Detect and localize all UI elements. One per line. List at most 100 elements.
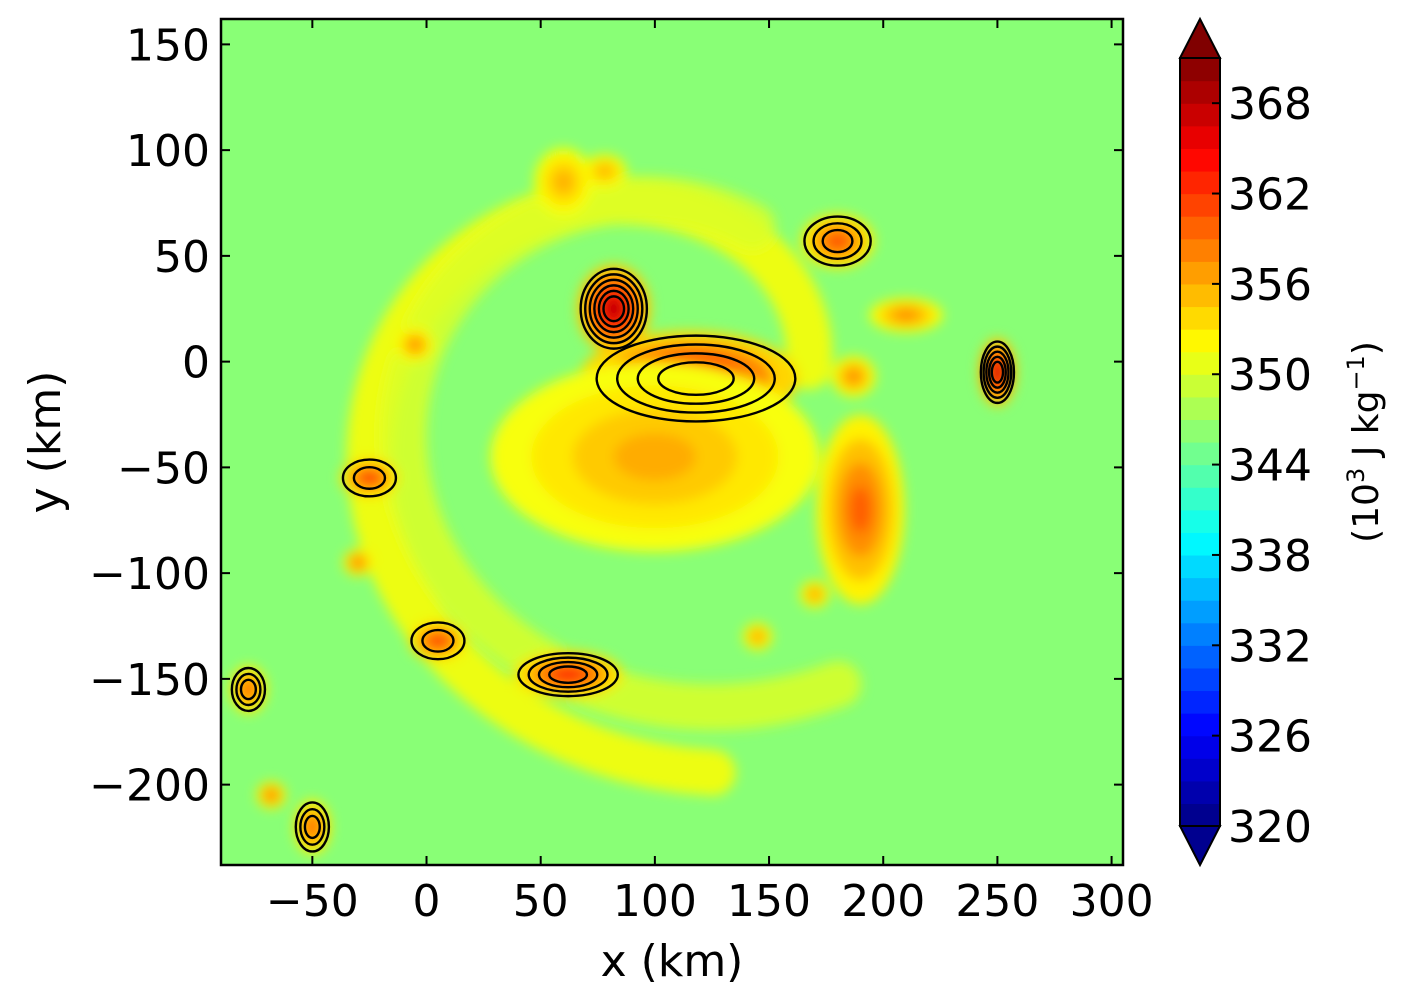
colorbar-band — [1180, 713, 1220, 737]
y-axis-ticks: 150 100 50 0 −50 −100 −150 −200 — [89, 20, 1123, 812]
colorbar-band — [1180, 329, 1220, 353]
colorbar-band — [1180, 690, 1220, 714]
colorbar-band — [1180, 464, 1220, 488]
colorbar-bands — [1180, 58, 1220, 827]
x-tick-label: −50 — [266, 876, 359, 927]
colorbar-band — [1180, 374, 1220, 398]
colorbar-band — [1180, 667, 1220, 692]
field-patch — [307, 820, 317, 834]
colorbar-band — [1180, 532, 1220, 556]
y-tick-label: −100 — [89, 549, 210, 600]
colorbar-band — [1180, 58, 1220, 82]
colorbar-band — [1180, 351, 1220, 375]
contour-line — [239, 678, 258, 701]
contour-line — [990, 360, 1005, 384]
field-patch — [828, 234, 847, 248]
colorbar-band — [1180, 758, 1220, 782]
contour-line — [584, 273, 644, 345]
colorbar-band — [1180, 419, 1220, 443]
y-tick-label: 100 — [126, 126, 210, 177]
field-patch — [753, 633, 762, 640]
x-axis-ticks: −50 0 50 100 150 200 250 300 — [266, 19, 1154, 927]
colorbar-band — [1180, 645, 1220, 669]
field-patch — [849, 485, 872, 534]
x-axis-label: x (km) — [601, 936, 744, 987]
y-tick-label: 0 — [182, 338, 210, 389]
colorbar-band — [1180, 487, 1220, 511]
contour-line — [595, 334, 797, 423]
field-patch — [243, 683, 253, 696]
colorbar-band — [1180, 600, 1220, 624]
contour-line — [597, 289, 630, 328]
colorbar-extend-bottom — [1178, 825, 1222, 868]
contour-line — [588, 278, 639, 339]
colorbar-tick-label: 338 — [1228, 531, 1312, 582]
colorbar-band — [1180, 442, 1220, 466]
plot-area — [221, 19, 1123, 865]
contour-line — [299, 807, 326, 846]
y-tick-label: 50 — [154, 232, 210, 283]
x-tick-label: 0 — [413, 876, 441, 927]
colorbar-tick-label: 362 — [1228, 170, 1312, 221]
colorbar-band — [1180, 554, 1220, 579]
field-patch — [556, 173, 571, 191]
contour-line — [410, 621, 466, 661]
field-patch — [554, 668, 582, 681]
contour-line — [593, 284, 635, 334]
contour-line — [579, 267, 649, 350]
colorbar-label-close: ) — [1346, 341, 1387, 355]
colorbar-tick-label: 344 — [1228, 441, 1312, 492]
contour-line — [982, 345, 1013, 399]
colorbar-extend-top — [1178, 16, 1222, 59]
field-patch — [604, 297, 623, 320]
colorbar-band — [1180, 735, 1220, 759]
contour-line — [294, 801, 331, 853]
y-tick-label: −150 — [89, 655, 210, 706]
contour-line — [235, 672, 262, 707]
colorbar-band — [1180, 283, 1220, 308]
contour-line — [821, 228, 854, 254]
colorbar-tick-label: 356 — [1228, 260, 1312, 311]
contour-line — [537, 660, 599, 689]
colorbar-ticks: 368 362 356 350 344 338 332 326 320 — [1212, 79, 1312, 853]
colorbar-band — [1180, 509, 1220, 533]
colorbar-tick-label: 332 — [1228, 621, 1312, 672]
colorbar-band — [1180, 306, 1220, 330]
colorbar-band — [1180, 622, 1220, 646]
field-patch — [430, 635, 446, 646]
contour-line — [341, 458, 398, 498]
field-patch — [354, 559, 362, 566]
colorbar-band — [1180, 193, 1220, 217]
colorbar-tick-label: 320 — [1228, 802, 1312, 853]
colorbar-label-exp: 3 — [1342, 468, 1370, 483]
contour-line — [636, 352, 756, 405]
field-patch — [410, 340, 420, 349]
colorbar-band — [1180, 261, 1220, 285]
field-patch — [992, 363, 1002, 381]
colorbar-tick-label: 350 — [1228, 350, 1312, 401]
colorbar-label: (103 J kg−1) — [1342, 341, 1387, 543]
colorbar-tick-label: 326 — [1228, 712, 1312, 763]
x-tick-label: 100 — [613, 876, 697, 927]
contour-line — [615, 343, 776, 414]
field-patch — [848, 371, 860, 382]
field-patch — [599, 167, 611, 176]
field-patch — [896, 310, 916, 320]
contour-line — [987, 355, 1007, 389]
contour-line — [657, 361, 735, 397]
contour-lines — [230, 215, 1016, 853]
contour-line — [352, 465, 387, 490]
contour-line — [803, 215, 872, 267]
colorbar-band — [1180, 396, 1220, 421]
y-tick-label: 150 — [126, 20, 210, 71]
contour-line — [303, 814, 321, 840]
contour-line — [527, 656, 609, 693]
field-patch — [362, 472, 377, 484]
x-tick-label: 150 — [727, 876, 811, 927]
plot-frame — [219, 17, 1125, 867]
colorbar-band — [1180, 238, 1220, 262]
colorbar-band — [1180, 170, 1220, 195]
x-tick-label: 250 — [955, 876, 1039, 927]
colorbar: 368 362 356 350 344 338 332 326 320 (103 J kg−1) — [1178, 16, 1387, 868]
x-tick-label: 300 — [1070, 876, 1154, 927]
